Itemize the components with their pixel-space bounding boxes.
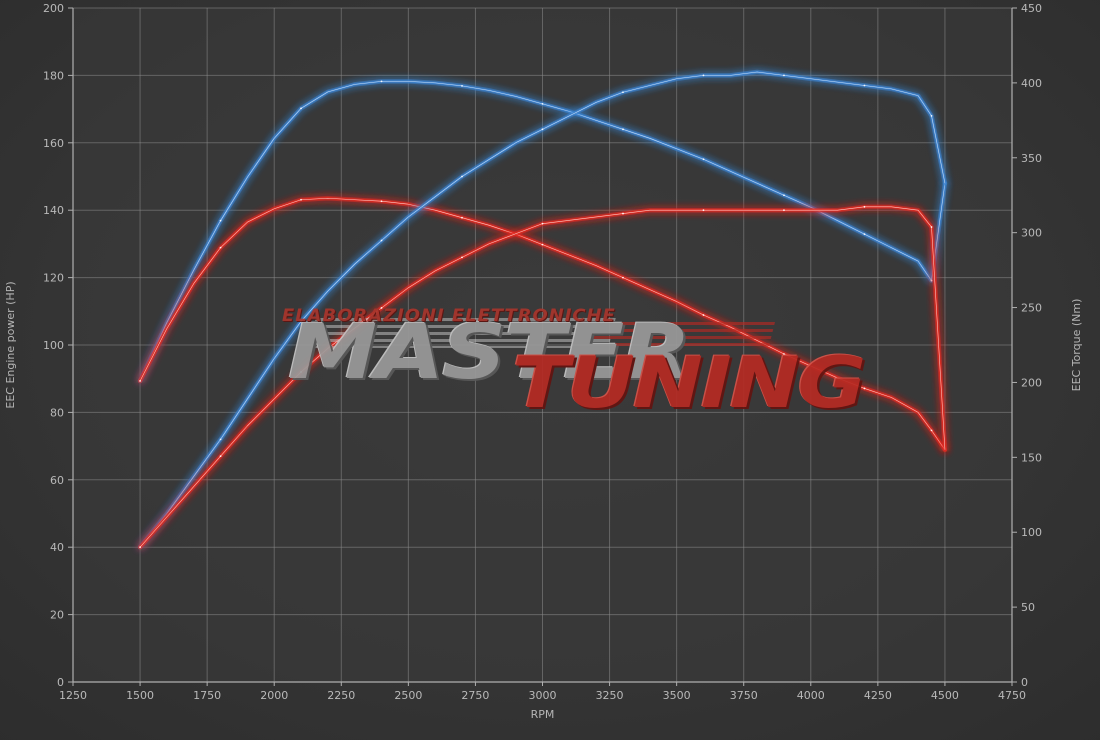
series-point — [930, 114, 933, 117]
ytick-label-left: 40 — [50, 541, 64, 554]
series-point — [783, 194, 785, 197]
ytick-label-left: 20 — [50, 609, 64, 622]
xtick-label: 3500 — [663, 689, 691, 702]
series-point — [219, 438, 222, 441]
ytick-label-right: 150 — [1021, 451, 1042, 464]
xtick-label: 4000 — [797, 689, 825, 702]
xtick-label: 2250 — [327, 689, 355, 702]
series-point — [863, 233, 866, 236]
series-point — [541, 222, 544, 225]
series-point — [461, 84, 463, 87]
ytick-label-right: 50 — [1021, 601, 1035, 614]
xtick-label: 4750 — [998, 689, 1026, 702]
series-point — [219, 246, 222, 249]
series-point — [863, 84, 866, 87]
ytick-label-left: 140 — [43, 204, 64, 217]
series-point — [541, 102, 544, 105]
ytick-label-left: 60 — [50, 474, 64, 487]
series-point — [219, 219, 222, 222]
series-point — [783, 209, 785, 212]
ytick-label-right: 100 — [1021, 526, 1042, 539]
series-point — [930, 226, 933, 228]
xtick-label: 4500 — [931, 689, 959, 702]
series-point — [541, 243, 544, 246]
series-core-3 — [139, 206, 946, 548]
axis-title-y-right: EEC Torque (Nm) — [1070, 299, 1083, 392]
xtick-label: 1500 — [126, 689, 154, 702]
series-point — [783, 353, 785, 355]
ytick-label-right: 250 — [1021, 302, 1042, 315]
xtick-label: 2750 — [461, 689, 489, 702]
series-point — [930, 429, 933, 432]
series-point — [541, 128, 544, 131]
series-point — [380, 239, 383, 242]
xtick-label: 2500 — [394, 689, 422, 702]
ytick-label-left: 0 — [57, 676, 64, 689]
series-point — [300, 371, 302, 373]
series-point — [139, 380, 141, 382]
series-point — [783, 74, 785, 77]
series-core-0 — [139, 81, 946, 382]
series-core-1 — [139, 197, 946, 451]
ytick-label-left: 200 — [43, 2, 64, 15]
series-core-2 — [139, 71, 946, 548]
ytick-label-right: 200 — [1021, 376, 1042, 389]
axis-titles: RPM EEC Engine power (HP) EEC Torque (Nm) — [4, 281, 1083, 721]
series-point — [300, 198, 302, 201]
ytick-label-left: 120 — [43, 272, 64, 285]
ytick-label-right: 0 — [1021, 676, 1028, 689]
ytick-label-right: 450 — [1021, 2, 1042, 15]
ytick-label-left: 160 — [43, 137, 64, 150]
series-point — [863, 205, 866, 208]
series-point — [622, 91, 624, 94]
ytick-label-left: 180 — [43, 69, 64, 82]
series-point — [380, 200, 383, 203]
xtick-label: 1750 — [193, 689, 221, 702]
ytick-label-left: 100 — [43, 339, 64, 352]
series-point — [622, 276, 624, 279]
xtick-label: 3250 — [596, 689, 624, 702]
ytick-label-left: 80 — [50, 406, 64, 419]
series-point — [863, 387, 866, 390]
ytick-label-right: 350 — [1021, 152, 1042, 165]
series-point — [219, 455, 222, 458]
series-group — [137, 69, 948, 550]
series-point — [300, 107, 302, 110]
series-point — [702, 314, 705, 316]
series-point — [461, 175, 463, 178]
tick-group: 1250 1500 1750 2000 2250 2500 2750 3000 3250 3500… — [43, 2, 1042, 702]
series-point — [139, 546, 141, 549]
series-point — [622, 212, 624, 215]
series-point — [461, 256, 463, 259]
series-point — [702, 74, 705, 77]
xtick-label: 4250 — [864, 689, 892, 702]
ytick-label-right: 400 — [1021, 77, 1042, 90]
axis-title-x: RPM — [531, 708, 555, 721]
series-point — [702, 158, 705, 161]
xtick-label: 1250 — [59, 689, 87, 702]
series-point — [461, 216, 463, 219]
axis-title-y-left: EEC Engine power (HP) — [4, 281, 17, 408]
series-point — [702, 209, 705, 212]
xtick-label: 3750 — [730, 689, 758, 702]
xtick-label: 2000 — [260, 689, 288, 702]
series-point — [380, 80, 383, 83]
series-point — [622, 128, 624, 131]
ytick-label-right: 300 — [1021, 227, 1042, 240]
series-point — [380, 307, 383, 309]
series-point — [930, 279, 933, 282]
series-point — [300, 320, 302, 323]
xtick-label: 3000 — [529, 689, 557, 702]
